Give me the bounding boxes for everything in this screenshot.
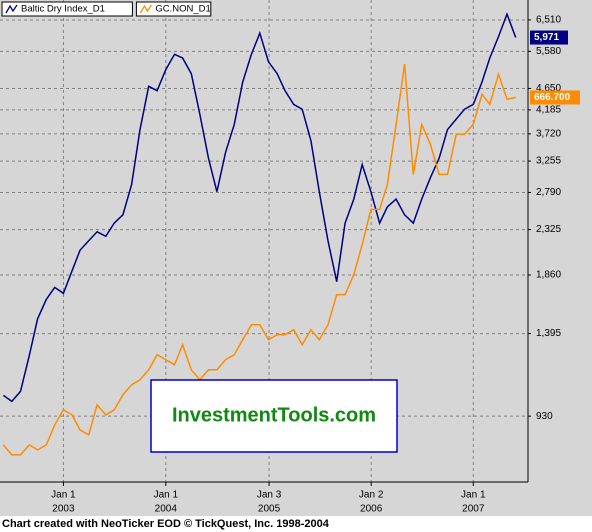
last-value-tag bbox=[530, 30, 568, 45]
lines bbox=[2, 11, 517, 456]
series-line bbox=[2, 11, 517, 403]
x-tick-label: Jan 2 bbox=[359, 490, 384, 501]
x-tick-sublabel: 2005 bbox=[258, 504, 281, 515]
watermark-box bbox=[150, 379, 398, 453]
y-tick-label: 6,510 bbox=[536, 15, 561, 26]
y-tick-label: 3,255 bbox=[536, 156, 561, 167]
watermark: InvestmentTools.com bbox=[172, 404, 376, 426]
y-tick-label: 4,650 bbox=[536, 83, 561, 94]
legend-box bbox=[135, 1, 212, 17]
legend-label: Baltic Dry Index_D1 bbox=[21, 4, 105, 15]
x-tick-label: Jan 1 bbox=[51, 490, 76, 501]
legend-label: GC.NON_D1 bbox=[155, 4, 210, 15]
footer: Chart created with NeoTicker EOD © TickQ… bbox=[2, 518, 330, 530]
x-tick-label: Jan 1 bbox=[461, 490, 486, 501]
legend-icon bbox=[5, 4, 18, 14]
last-value-label: 666.700 bbox=[534, 92, 571, 103]
x-tick-label: Jan 3 bbox=[257, 490, 282, 501]
legend-icon bbox=[139, 4, 152, 14]
y-tick-label: 2,325 bbox=[536, 224, 561, 235]
y-tick-label: 1,395 bbox=[536, 328, 561, 339]
series-line bbox=[2, 63, 516, 456]
x-tick-sublabel: 2007 bbox=[462, 504, 485, 515]
grid bbox=[0, 0, 528, 482]
x-tick-sublabel: 2004 bbox=[155, 504, 178, 515]
x-tick-sublabel: 2003 bbox=[52, 504, 75, 515]
x-tick-sublabel: 2006 bbox=[360, 504, 383, 515]
y-tick-label: 1,860 bbox=[536, 270, 561, 281]
y-tick-label: 5,580 bbox=[536, 46, 561, 57]
y-tick-label: 930 bbox=[536, 411, 553, 422]
last-value-label: 5,971 bbox=[534, 32, 559, 43]
y-tick-label: 4,185 bbox=[536, 105, 561, 116]
y-tick-label: 2,790 bbox=[536, 187, 561, 198]
legend-box bbox=[1, 1, 133, 17]
y-tick-label: 3,720 bbox=[536, 129, 561, 140]
x-tick-label: Jan 1 bbox=[154, 490, 179, 501]
last-value-tag bbox=[530, 90, 580, 105]
